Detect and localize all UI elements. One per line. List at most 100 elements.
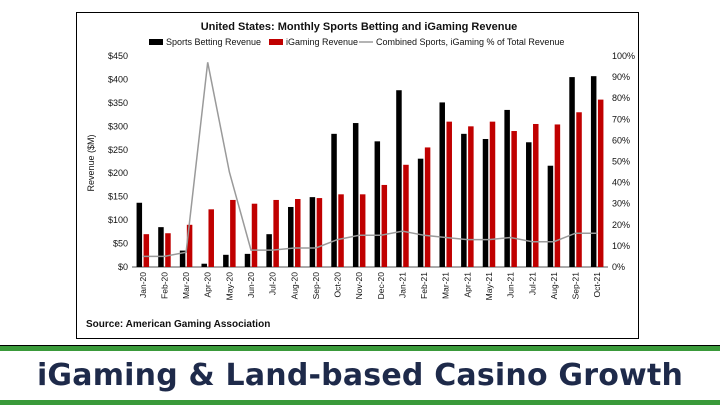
sports-betting-bar — [590, 76, 597, 267]
x-axis-tick-label: Jun-20 — [246, 272, 256, 298]
igaming-bar — [597, 99, 604, 268]
right-axis-tick-label: 10% — [612, 241, 630, 251]
x-axis-tick-label: Oct-21 — [592, 272, 602, 298]
source-note: Source: American Gaming Association — [86, 319, 270, 330]
x-axis-tick-label: Feb-20 — [160, 272, 170, 299]
left-axis-tick-label: $100 — [108, 215, 128, 225]
left-axis-tick-label: $250 — [108, 145, 128, 155]
igaming-bar — [446, 121, 452, 268]
x-axis-tick-label: May-21 — [484, 272, 494, 301]
slide-content-area: United States: Monthly Sports Betting an… — [0, 0, 720, 345]
igaming-bar — [273, 199, 279, 267]
sports-betting-bar — [136, 202, 143, 267]
sports-betting-bar — [309, 197, 316, 267]
igaming-bar — [165, 233, 171, 267]
x-axis-tick-label: Mar-21 — [441, 272, 451, 299]
igaming-bar — [316, 198, 323, 267]
legend-label-sports-betting: Sports Betting Revenue — [166, 37, 261, 47]
sports-betting-bar — [439, 102, 445, 267]
right-axis-tick-label: 0% — [612, 262, 625, 272]
igaming-bar — [143, 234, 150, 267]
sports-betting-bar — [396, 90, 402, 268]
left-axis-tick-label: $450 — [108, 51, 128, 61]
bar-series-group — [136, 76, 604, 268]
sports-betting-bar — [223, 254, 229, 267]
x-axis-tick-label: Sep-21 — [571, 272, 581, 300]
left-axis-tick-label: $400 — [108, 74, 128, 84]
right-axis-tick-label: 50% — [612, 157, 630, 167]
right-axis-tick-label: 20% — [612, 220, 630, 230]
x-axis-ticks: Jan-20 Feb-20 Mar-20 Apr-20 May-20 Jun-20 Jul-… — [138, 272, 602, 301]
x-axis-tick-label: Apr-20 — [203, 272, 213, 298]
igaming-bar — [208, 209, 214, 267]
x-axis-tick-label: Oct-20 — [333, 272, 343, 298]
left-axis-tick-label: $300 — [108, 121, 128, 131]
sports-betting-bar — [331, 133, 337, 267]
igaming-bar — [295, 199, 301, 267]
legend: Sports Betting Revenue iGaming Revenue C… — [149, 37, 564, 47]
x-axis-tick-label: May-20 — [224, 272, 234, 301]
igaming-bar — [511, 131, 517, 267]
right-axis-tick-label: 100% — [612, 51, 635, 61]
left-axis-tick-label: $150 — [108, 192, 128, 202]
igaming-bar — [533, 123, 539, 267]
x-axis-tick-label: Jan-21 — [398, 272, 408, 298]
sports-betting-bar — [201, 263, 207, 267]
revenue-chart: United States: Monthly Sports Betting an… — [86, 21, 635, 330]
x-axis-tick-label: Jul-20 — [268, 272, 278, 295]
igaming-bar — [554, 124, 561, 267]
igaming-bar — [381, 184, 388, 267]
x-axis-tick-label: Jul-21 — [527, 272, 537, 295]
right-axis-tick-label: 60% — [612, 135, 630, 145]
x-axis-tick-label: Mar-20 — [181, 272, 191, 299]
x-axis-tick-label: Dec-20 — [376, 272, 386, 300]
x-axis-tick-label: Sep-20 — [311, 272, 321, 300]
x-axis-tick-label: Aug-20 — [289, 272, 299, 300]
sports-betting-bar — [504, 109, 510, 267]
sports-betting-bar — [288, 206, 294, 267]
sports-betting-bar — [482, 138, 489, 267]
right-axis-tick-label: 70% — [612, 114, 630, 124]
slide-title: iGaming & Land-based Casino Growth — [36, 358, 684, 393]
igaming-bar — [468, 126, 474, 267]
igaming-bar — [576, 112, 582, 268]
right-axis-ticks: 0% 10% 20% 30% 40% 50% 60% 70% 80% 90% 100% — [612, 51, 635, 272]
sports-betting-bar — [244, 253, 251, 267]
right-axis-tick-label: 80% — [612, 93, 630, 103]
igaming-bar — [230, 199, 236, 267]
sports-betting-bar — [547, 165, 554, 267]
x-axis-tick-label: Aug-21 — [549, 272, 559, 300]
igaming-bar — [186, 224, 193, 267]
slide-title-banner: iGaming & Land-based Casino Growth — [0, 346, 720, 405]
x-axis-tick-label: Apr-21 — [462, 272, 472, 298]
chart-title: United States: Monthly Sports Betting an… — [201, 21, 518, 33]
sports-betting-bar — [526, 142, 532, 267]
line-series-group — [142, 62, 598, 258]
x-axis-tick-label: Jun-21 — [506, 272, 516, 298]
combined-share-line — [142, 62, 598, 258]
right-axis-tick-label: 40% — [612, 178, 630, 188]
x-axis-tick-label: Feb-21 — [419, 272, 429, 299]
sports-betting-bar — [461, 133, 467, 267]
left-axis-tick-label: $200 — [108, 168, 128, 178]
igaming-bar — [338, 194, 344, 267]
sports-betting-bar — [569, 77, 575, 267]
left-axis-tick-label: $350 — [108, 98, 128, 108]
igaming-bar — [489, 121, 496, 268]
igaming-bar — [403, 164, 409, 267]
y-axis-label: Revenue ($M) — [86, 134, 96, 191]
legend-label-combined-share: Combined Sports, iGaming % of Total Reve… — [376, 37, 564, 47]
sports-betting-bar — [158, 227, 164, 267]
x-axis-tick-label: Nov-20 — [354, 272, 364, 300]
left-axis-tick-label: $0 — [118, 262, 128, 272]
chart-frame: United States: Monthly Sports Betting an… — [76, 12, 639, 339]
left-axis-ticks: $0 $50 $100 $150 $200 $250 $300 $350 $400 $450 — [108, 51, 128, 272]
x-axis-tick-label: Jan-20 — [138, 272, 148, 298]
igaming-bar — [424, 147, 431, 267]
legend-label-igaming: iGaming Revenue — [286, 37, 358, 47]
legend-swatch-sports-betting — [149, 39, 163, 45]
igaming-bar — [251, 203, 258, 267]
legend-swatch-igaming — [269, 39, 283, 45]
left-axis-tick-label: $50 — [113, 239, 128, 249]
sports-betting-bar — [352, 123, 359, 267]
